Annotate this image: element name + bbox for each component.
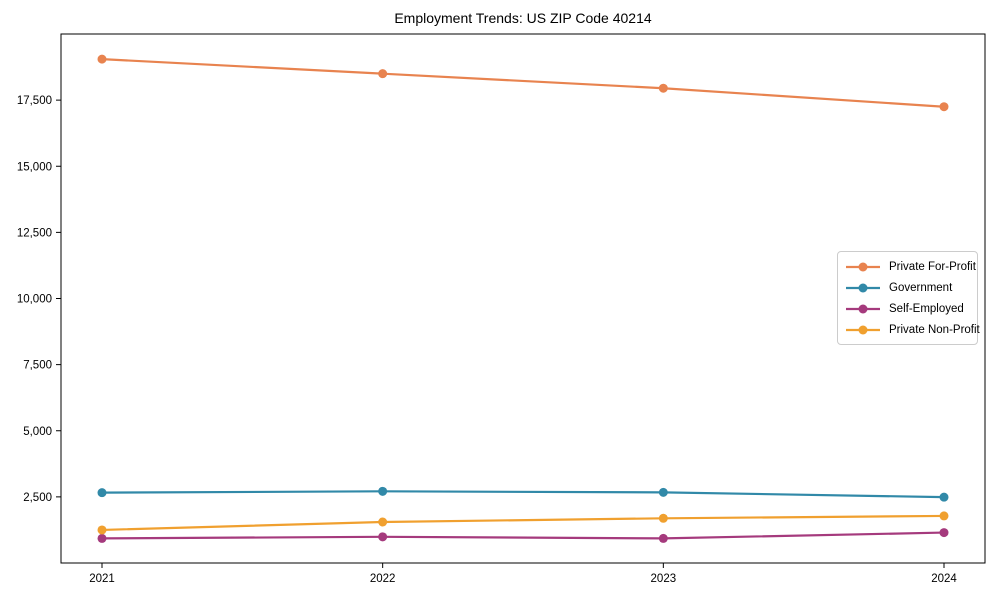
y-tick-label: 15,000 [17, 161, 52, 173]
data-point-self-employed-2021 [97, 533, 107, 543]
chart-legend: Private For-Profit Government Self-Employe… [837, 251, 980, 345]
series-line-government [100, 490, 946, 499]
x-tick-label: 2022 [370, 573, 396, 585]
data-point-private-non-profit-2021 [97, 525, 107, 535]
legend-marker [858, 262, 868, 271]
legend-swatch-icon [846, 262, 880, 271]
legend-swatch-icon [846, 283, 880, 292]
data-point-government-2024 [939, 492, 949, 502]
data-point-government-2021 [97, 488, 107, 498]
legend-marker [858, 283, 868, 292]
legend-marker [858, 325, 868, 334]
legend-label: Self-Employed [889, 302, 964, 315]
y-tick-label: 17,500 [17, 95, 52, 107]
legend-marker [858, 304, 868, 313]
y-tick-label: 12,500 [17, 227, 52, 239]
legend-item-self-employed: Self-Employed [845, 303, 970, 315]
legend-label: Private Non-Profit [889, 323, 980, 336]
data-point-government-2022 [378, 486, 388, 496]
series-line-private-non-profit [100, 514, 946, 532]
data-point-self-employed-2023 [658, 533, 668, 543]
y-tick-label: 7,500 [23, 360, 52, 372]
legend-swatch-icon [846, 325, 880, 334]
legend-item-private-non-profit: Private Non-Profit [845, 324, 980, 336]
data-point-self-employed-2024 [939, 528, 949, 538]
legend-label: Private For-Profit [889, 260, 976, 273]
y-tick-label: 2,500 [23, 492, 52, 504]
series-line-private-for-profit [100, 58, 946, 108]
data-point-government-2023 [658, 487, 668, 497]
data-point-private-non-profit-2022 [378, 517, 388, 527]
chart-title: Employment Trends: US ZIP Code 40214 [394, 10, 652, 26]
y-tick-label: 5,000 [23, 426, 52, 438]
data-point-private-for-profit-2024 [939, 102, 949, 112]
series-line-self-employed [100, 531, 946, 540]
data-point-private-for-profit-2023 [658, 83, 668, 93]
data-point-private-non-profit-2024 [939, 511, 949, 521]
y-tick-label: 10,000 [17, 294, 52, 306]
legend-item-private-for-profit: Private For-Profit [845, 261, 976, 273]
x-tick-label: 2024 [931, 573, 957, 585]
data-point-private-non-profit-2023 [658, 513, 668, 523]
x-tick-label: 2021 [89, 573, 115, 585]
legend-item-government: Government [845, 282, 970, 294]
data-point-private-for-profit-2021 [97, 54, 107, 64]
legend-label: Government [889, 281, 953, 294]
x-tick-label: 2023 [651, 573, 677, 585]
data-point-self-employed-2022 [378, 532, 388, 542]
data-point-private-for-profit-2022 [378, 69, 388, 79]
legend-swatch-icon [846, 304, 880, 313]
